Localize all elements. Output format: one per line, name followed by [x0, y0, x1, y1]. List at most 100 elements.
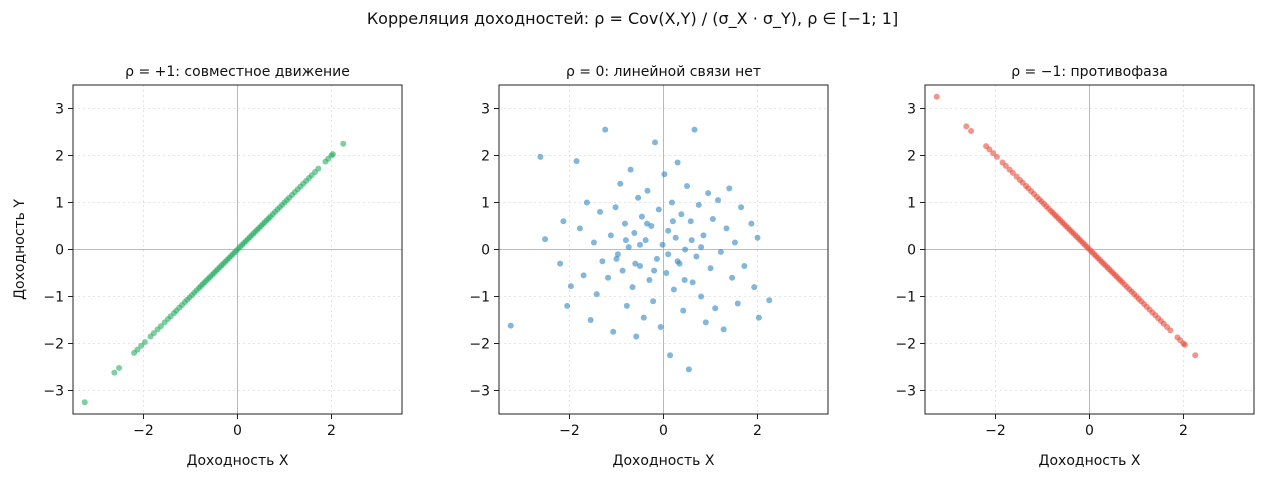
data-point: [669, 218, 676, 225]
data-point: [687, 218, 694, 225]
data-point: [329, 151, 336, 158]
y-tick-label: −2: [43, 337, 64, 353]
data-point: [627, 166, 634, 173]
data-point: [693, 253, 700, 260]
data-point: [672, 234, 679, 241]
data-point: [700, 232, 707, 239]
data-point: [635, 194, 642, 201]
data-point: [637, 262, 643, 269]
chart-title: ρ = 0: линейной связи нет: [566, 64, 761, 80]
x-tick-label: −2: [985, 423, 1006, 439]
data-point: [993, 153, 1000, 160]
data-point: [1002, 162, 1009, 169]
data-point: [712, 305, 719, 312]
data-point: [698, 293, 705, 300]
data-point: [986, 146, 993, 153]
data-point: [751, 284, 758, 291]
data-point: [755, 314, 762, 321]
data-point: [734, 300, 741, 307]
data-point: [1181, 341, 1188, 348]
data-point: [560, 218, 567, 225]
chart-title: ρ = +1: совместное движение: [125, 64, 350, 80]
data-point: [622, 237, 629, 244]
data-point: [644, 220, 651, 227]
data-point: [315, 165, 322, 172]
data-point: [684, 183, 690, 190]
data-point: [1167, 327, 1174, 334]
y-tick-label: 0: [55, 243, 64, 259]
data-point: [665, 251, 672, 258]
data-point: [610, 328, 617, 335]
y-axis-label: Доходность Y: [12, 199, 28, 300]
y-tick-label: −2: [469, 337, 490, 353]
data-point: [674, 159, 681, 166]
data-point: [111, 369, 118, 376]
data-point: [707, 265, 714, 272]
x-tick-label: 2: [753, 423, 762, 439]
data-point: [583, 199, 590, 206]
y-tick-label: 1: [481, 196, 490, 212]
data-point: [659, 241, 666, 248]
figure-title: Корреляция доходностей: ρ = Cov(X,Y) / (…: [366, 9, 899, 28]
data-point: [685, 366, 692, 373]
y-tick-label: −1: [43, 290, 64, 306]
chart-panel-1: −2 0 2 −3 −2 −1 0 1 2 3 ρ = +1: совместное движени…: [12, 64, 403, 469]
data-point: [644, 187, 651, 194]
data-point: [663, 270, 670, 276]
data-point: [709, 215, 716, 222]
data-point: [681, 277, 688, 284]
data-point: [688, 237, 695, 244]
data-point: [614, 251, 621, 258]
y-tick-label: −3: [43, 384, 64, 400]
data-point: [619, 267, 626, 274]
data-point: [340, 140, 347, 147]
data-point: [623, 302, 630, 309]
data-point: [726, 185, 733, 192]
data-point: [705, 190, 712, 197]
data-point: [653, 255, 660, 262]
data-point: [605, 274, 612, 281]
data-point: [134, 346, 141, 353]
data-point: [633, 333, 640, 340]
x-tick-label: 0: [1085, 423, 1094, 439]
y-tick-label: −3: [469, 384, 490, 400]
y-tick-label: 0: [481, 243, 490, 259]
data-point: [748, 220, 755, 227]
data-point: [650, 298, 657, 305]
data-point: [729, 274, 736, 281]
data-point: [593, 291, 600, 298]
data-point: [81, 399, 88, 406]
y-tick-label: 2: [481, 149, 490, 165]
data-point: [138, 342, 145, 349]
data-point: [621, 220, 628, 227]
data-point: [599, 258, 606, 265]
data-point: [141, 339, 148, 346]
x-tick-label: 2: [1179, 423, 1188, 439]
y-tick-label: 3: [481, 102, 490, 118]
data-point: [638, 213, 645, 220]
x-tick-label: −2: [133, 423, 154, 439]
data-point: [564, 302, 571, 309]
data-point: [723, 225, 730, 232]
data-point: [963, 123, 970, 130]
data-point: [652, 139, 659, 146]
data-point: [613, 255, 620, 262]
data-point: [717, 248, 724, 255]
y-tick-label: −1: [895, 290, 916, 306]
data-point: [587, 317, 594, 323]
data-point: [657, 324, 664, 331]
data-point: [1192, 352, 1199, 359]
data-point: [617, 180, 624, 187]
data-point: [695, 201, 702, 208]
y-tick-label: 3: [907, 102, 916, 118]
y-tick-label: 2: [907, 149, 916, 165]
x-tick-label: 0: [659, 423, 668, 439]
data-point: [597, 208, 604, 215]
data-point: [607, 232, 614, 239]
data-point: [602, 126, 609, 133]
data-point: [661, 171, 668, 178]
data-point: [691, 126, 698, 133]
data-point: [741, 262, 748, 269]
data-point: [720, 326, 727, 333]
